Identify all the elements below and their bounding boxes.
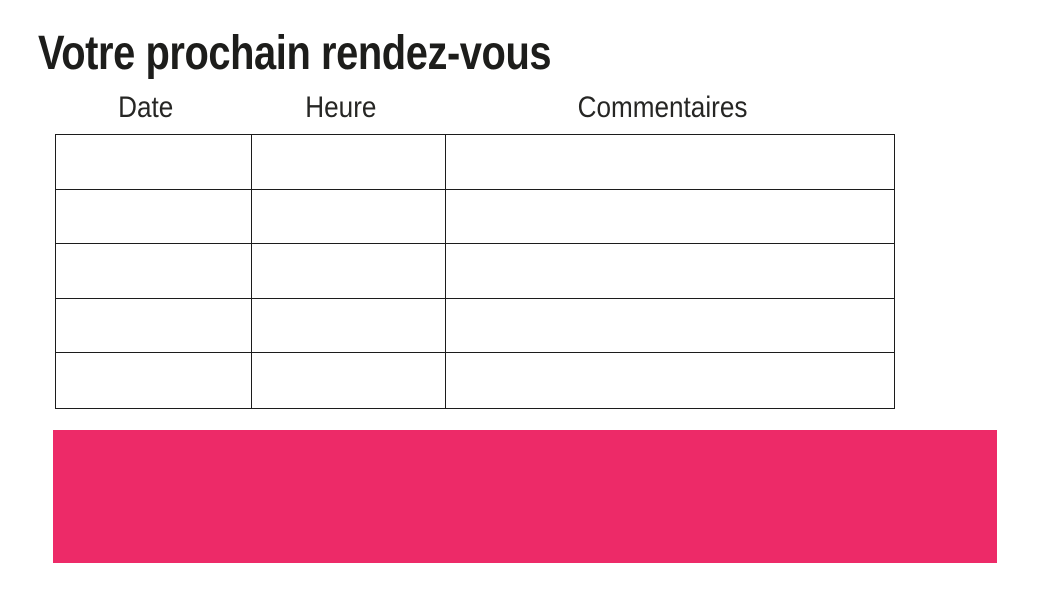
page-title-text: Votre prochain rendez-vous (38, 27, 552, 80)
column-header-commentaires: Commentaires (438, 91, 887, 124)
table-cell-r5-c2 (252, 353, 446, 408)
page-title: Votre prochain rendez-vous (38, 30, 656, 78)
table-cell-r3-c1 (56, 244, 252, 299)
column-header-heure: Heure (244, 91, 438, 124)
column-header-heure-label: Heure (305, 91, 377, 124)
table-cell-r3-c3 (446, 244, 894, 299)
table-cell-r4-c1 (56, 298, 252, 354)
column-header-commentaires-label: Commentaires (577, 91, 748, 124)
table-cell-r2-c2 (252, 189, 446, 245)
table-cell-r5-c3 (446, 353, 894, 408)
table-cell-r1-c3 (446, 135, 894, 190)
table-cell-r5-c1 (56, 353, 252, 408)
table-cell-r2-c1 (56, 189, 252, 245)
table-column-headers: Date Heure Commentaires (48, 91, 887, 124)
table-cell-r3-c2 (252, 244, 446, 299)
highlight-banner (53, 430, 997, 563)
table-cell-r4-c2 (252, 298, 446, 354)
column-header-date-label: Date (118, 91, 174, 124)
table-cell-r2-c3 (446, 190, 894, 245)
appointments-table (55, 134, 895, 409)
column-header-date: Date (48, 91, 244, 124)
table-cell-r4-c3 (446, 299, 894, 354)
table-cell-r1-c1 (56, 135, 252, 190)
table-cell-r1-c2 (252, 135, 446, 190)
